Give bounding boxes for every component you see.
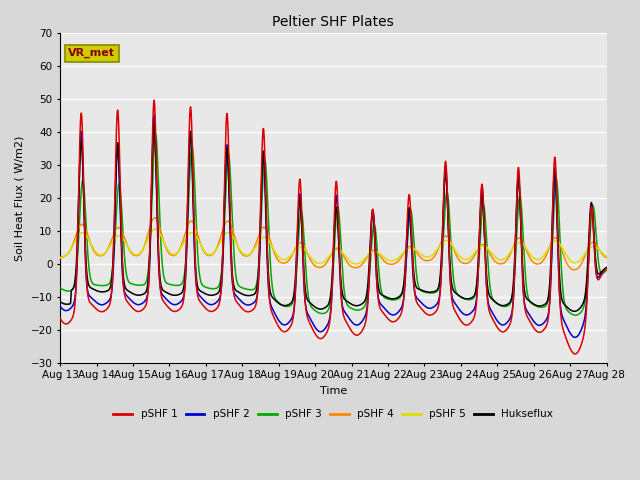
pSHF 4 xyxy=(551,235,559,240)
pSHF 2 xyxy=(209,301,217,307)
pSHF 4 xyxy=(387,262,394,267)
Hukseflux xyxy=(603,265,611,271)
Hukseflux xyxy=(387,296,394,301)
pSHF 5 xyxy=(56,255,64,261)
pSHF 5 xyxy=(603,253,611,259)
pSHF 3 xyxy=(603,267,611,273)
pSHF 4 xyxy=(396,256,404,262)
pSHF 4 xyxy=(56,254,64,260)
pSHF 1 xyxy=(150,97,158,103)
pSHF 1 xyxy=(603,266,611,272)
Line: pSHF 3: pSHF 3 xyxy=(60,134,607,315)
Hukseflux xyxy=(209,292,217,298)
pSHF 2 xyxy=(396,307,404,312)
X-axis label: Time: Time xyxy=(320,386,347,396)
Line: pSHF 1: pSHF 1 xyxy=(60,100,607,354)
pSHF 5 xyxy=(387,258,395,264)
pSHF 3 xyxy=(396,295,404,300)
pSHF 4 xyxy=(603,254,611,260)
Text: VR_met: VR_met xyxy=(68,48,115,58)
pSHF 3 xyxy=(152,131,159,137)
pSHF 4 xyxy=(570,267,578,273)
pSHF 1 xyxy=(209,308,217,314)
pSHF 2 xyxy=(56,303,64,309)
pSHF 2 xyxy=(150,112,158,118)
Hukseflux xyxy=(396,293,404,299)
Line: pSHF 4: pSHF 4 xyxy=(60,218,607,270)
Title: Peltier SHF Plates: Peltier SHF Plates xyxy=(273,15,394,29)
Line: Hukseflux: Hukseflux xyxy=(60,125,607,312)
pSHF 2 xyxy=(387,312,394,317)
pSHF 4 xyxy=(603,254,611,260)
pSHF 2 xyxy=(551,173,559,179)
pSHF 1 xyxy=(572,351,579,357)
pSHF 2 xyxy=(603,265,611,271)
pSHF 1 xyxy=(56,315,64,321)
pSHF 3 xyxy=(56,285,64,290)
pSHF 3 xyxy=(173,283,181,288)
pSHF 1 xyxy=(396,313,404,319)
pSHF 5 xyxy=(352,261,360,267)
pSHF 5 xyxy=(603,253,611,259)
Hukseflux xyxy=(603,265,611,271)
pSHF 2 xyxy=(571,335,579,340)
pSHF 4 xyxy=(209,252,217,257)
pSHF 1 xyxy=(173,308,181,314)
pSHF 3 xyxy=(551,189,559,194)
pSHF 4 xyxy=(151,215,159,221)
Line: pSHF 5: pSHF 5 xyxy=(60,229,607,264)
pSHF 3 xyxy=(387,297,394,302)
pSHF 3 xyxy=(209,286,217,292)
pSHF 5 xyxy=(551,238,559,244)
pSHF 5 xyxy=(209,251,217,256)
Y-axis label: Soil Heat Flux ( W/m2): Soil Heat Flux ( W/m2) xyxy=(15,135,25,261)
pSHF 1 xyxy=(603,265,611,271)
Legend: pSHF 1, pSHF 2, pSHF 3, pSHF 4, pSHF 5, Hukseflux: pSHF 1, pSHF 2, pSHF 3, pSHF 4, pSHF 5, … xyxy=(109,405,557,423)
Line: pSHF 2: pSHF 2 xyxy=(60,115,607,337)
Hukseflux xyxy=(150,122,158,128)
pSHF 5 xyxy=(151,227,159,232)
Hukseflux xyxy=(173,292,181,298)
Hukseflux xyxy=(56,299,64,305)
pSHF 2 xyxy=(603,265,611,271)
pSHF 1 xyxy=(387,318,394,324)
pSHF 5 xyxy=(397,253,404,259)
pSHF 2 xyxy=(173,301,181,307)
Hukseflux xyxy=(570,309,578,314)
pSHF 3 xyxy=(572,312,579,318)
Hukseflux xyxy=(551,166,559,171)
pSHF 5 xyxy=(173,250,181,256)
pSHF 1 xyxy=(551,154,559,160)
pSHF 4 xyxy=(173,251,181,256)
pSHF 3 xyxy=(603,267,611,273)
